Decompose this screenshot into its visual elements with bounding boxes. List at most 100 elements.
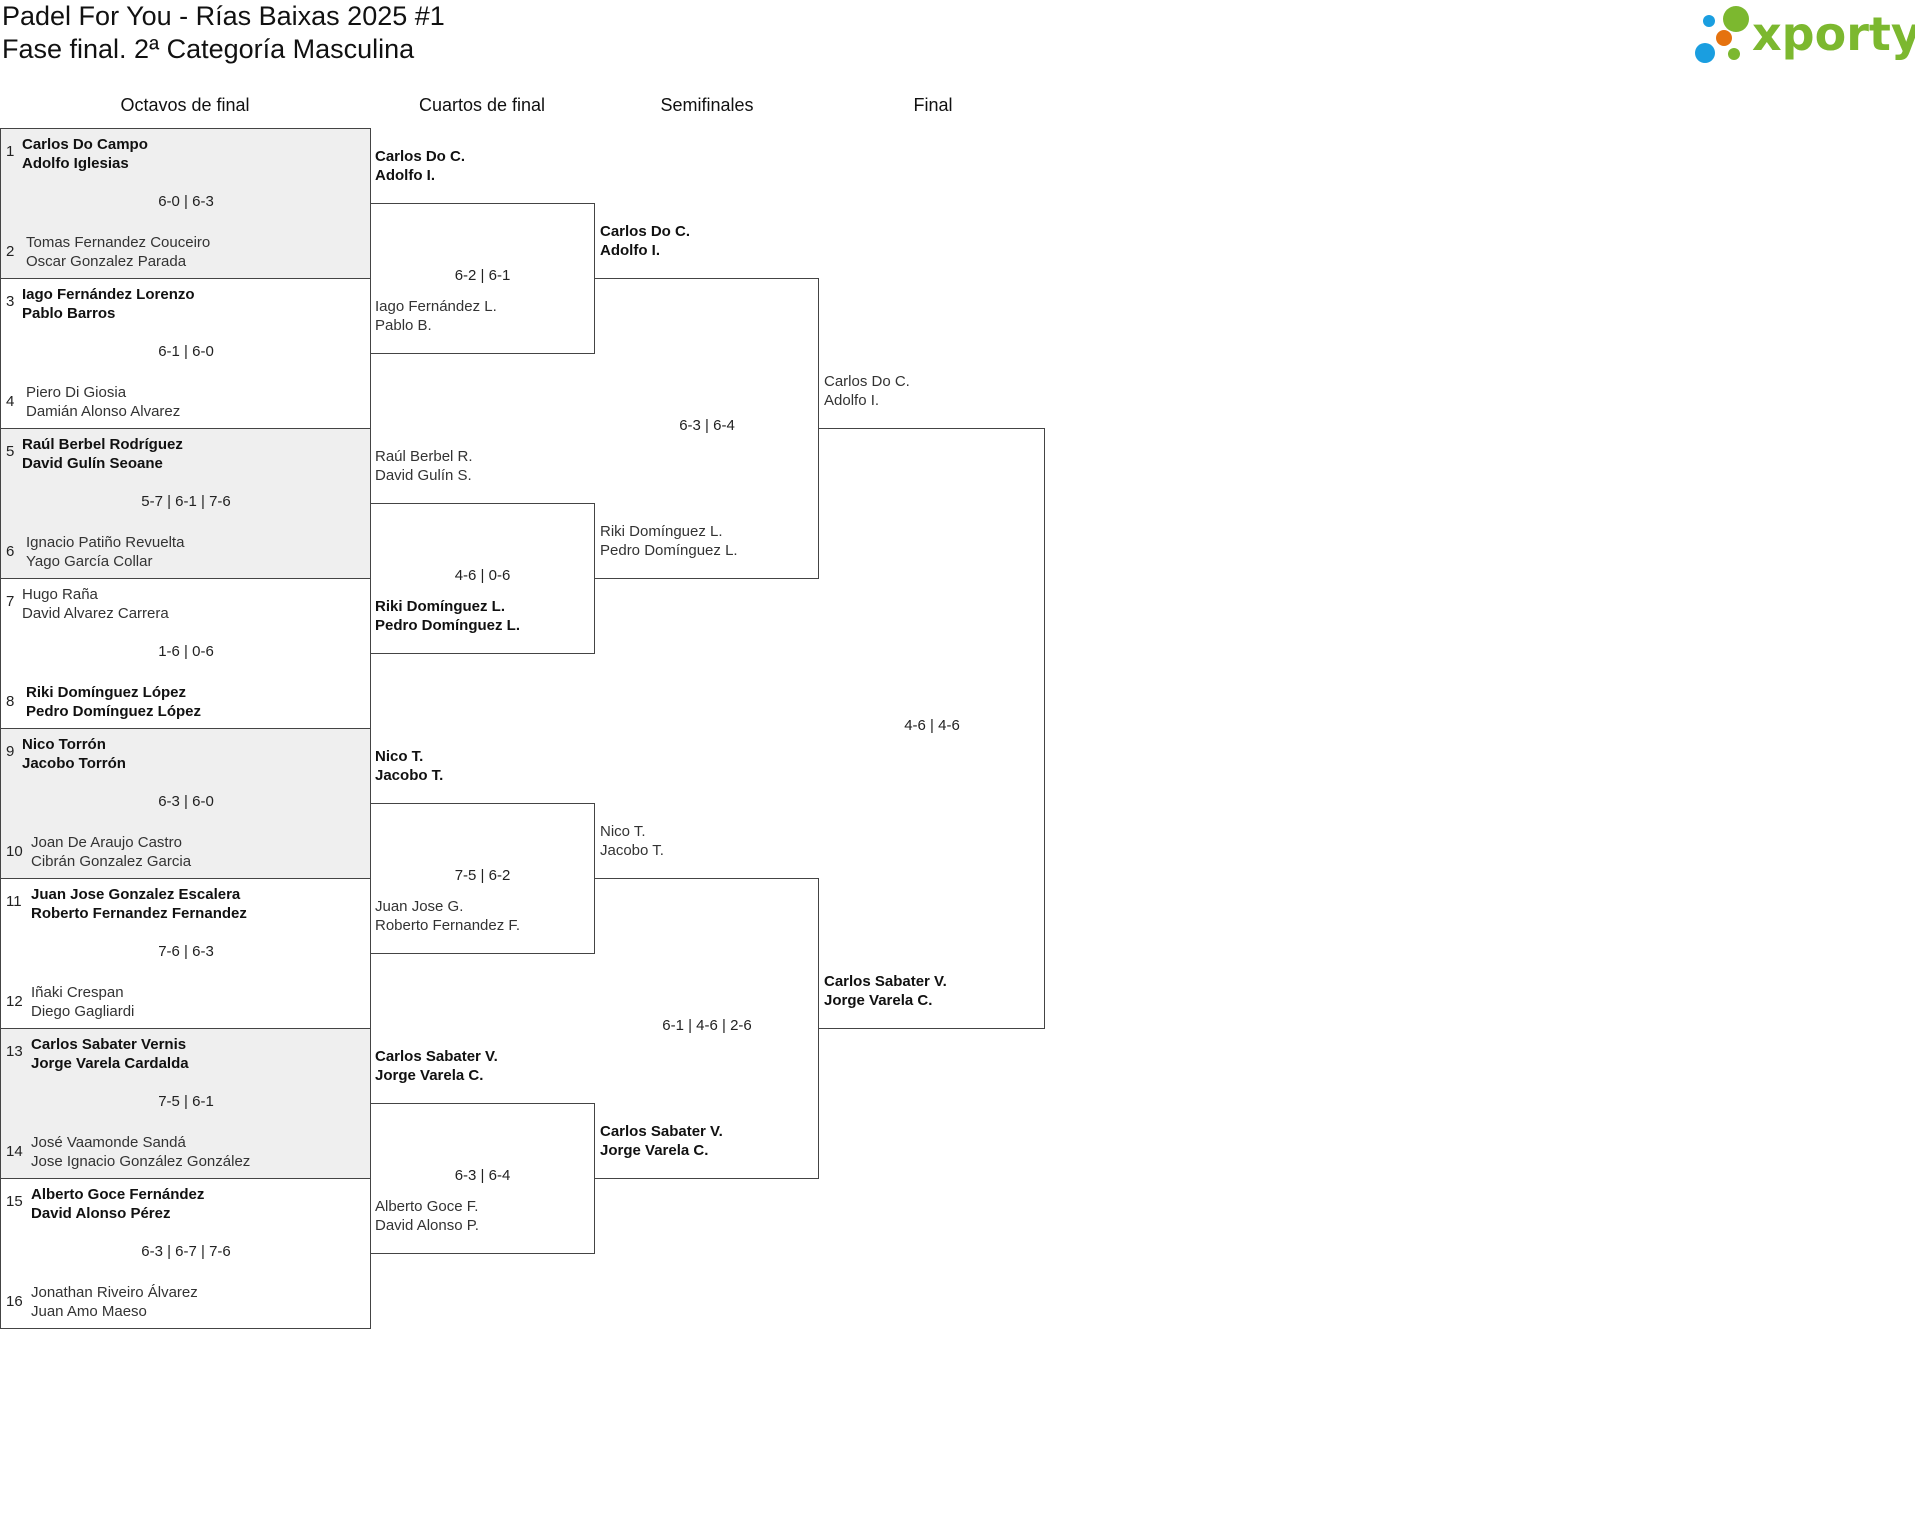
player-name: Nico T. (375, 748, 424, 765)
seed-number: 9 (6, 743, 15, 760)
player-name: Jorge Varela C. (600, 1142, 709, 1159)
team-names: Carlos Do C. Adolfo I. (824, 372, 910, 410)
player-name: David Alonso P. (375, 1217, 479, 1234)
seed-number: 16 (6, 1293, 23, 1310)
team-names: Carlos Do C. Adolfo I. (375, 147, 465, 185)
player-name: Adolfo I. (824, 392, 880, 409)
player-name: Oscar Gonzalez Parada (26, 253, 187, 270)
logo-dot-icon (1716, 30, 1732, 46)
player-name: Nico Torrón (22, 736, 106, 753)
player-name: Piero Di Giosia (26, 384, 127, 401)
player-name: Adolfo Iglesias (22, 155, 129, 172)
player-name: Ignacio Patiño Revuelta (26, 534, 185, 551)
player-name: David Alonso Pérez (31, 1205, 171, 1222)
seed-number: 8 (6, 693, 15, 710)
player-name: Riki Domínguez L. (375, 598, 506, 615)
seed-number: 3 (6, 293, 15, 310)
match-cuartos[interactable] (370, 803, 595, 954)
player-name: Carlos Sabater V. (375, 1048, 498, 1065)
player-name: Carlos Do C. (600, 223, 691, 240)
player-name: Iago Fernández L. (375, 298, 497, 315)
match-cuartos[interactable] (370, 503, 595, 654)
player-name: Pedro Domínguez López (26, 703, 202, 720)
match-octavos[interactable]: 1 Carlos Do Campo Adolfo Iglesias 6-0 | 6-3… (0, 128, 371, 279)
seed-number: 11 (6, 893, 22, 910)
match-score: 4-6 | 4-6 (904, 717, 960, 734)
player-name: Iñaki Crespan (31, 984, 124, 1001)
match-score: 1-6 | 0-6 (158, 643, 214, 660)
match-score: 4-6 | 0-6 (454, 567, 511, 584)
match-score: 6-3 | 6-0 (158, 793, 214, 810)
match-octavos[interactable]: 13 Carlos Sabater Vernis Jorge Varela Card… (0, 1028, 371, 1179)
seed-number: 7 (6, 593, 15, 610)
match-score: 7-5 | 6-1 (158, 1093, 214, 1110)
team-names: Nico Torrón Jacobo Torrón (22, 735, 126, 773)
player-name: Pablo B. (375, 317, 432, 334)
match-octavos[interactable]: 9 Nico Torrón Jacobo Torrón 6-3 | 6-0 10 Joan… (0, 728, 371, 879)
seed-number: 4 (6, 393, 15, 410)
match-octavos[interactable]: 7 Hugo Raña David Alvarez Carrera 1-6 | 0-6… (0, 578, 371, 729)
svg-text:xporty: xporty (1752, 7, 1915, 61)
seed-number: 15 (6, 1193, 23, 1210)
player-name: Roberto Fernandez Fernandez (31, 905, 247, 922)
team-names: Riki Domínguez López Pedro Domínguez Lópe… (26, 683, 201, 721)
player-name: Carlos Sabater V. (600, 1123, 723, 1140)
match-octavos[interactable]: 15 Alberto Goce Fernández David Alonso Pér… (0, 1178, 371, 1329)
match-semifinales[interactable] (595, 878, 819, 1179)
match-octavos[interactable]: 5 Raúl Berbel Rodríguez David Gulín Seoane… (0, 428, 371, 579)
seed-number: 12 (6, 993, 23, 1010)
player-name: Iago Fernández Lorenzo (22, 286, 195, 303)
round-header: Semifinales (660, 95, 754, 115)
logo-dot-icon (1695, 43, 1715, 63)
team-names: Carlos Sabater V. Jorge Varela C. (600, 1122, 723, 1160)
match-score: 6-3 | 6-4 (454, 1167, 511, 1184)
match-octavos[interactable]: 11 Juan Jose Gonzalez Escalera Roberto Fer… (0, 878, 371, 1029)
team-names: Ignacio Patiño Revuelta Yago García Colla… (26, 533, 184, 571)
match-score: 6-1 | 6-0 (158, 343, 214, 360)
player-name: Jacobo Torrón (22, 755, 126, 772)
player-name: Riki Domínguez López (26, 684, 187, 701)
match-score: 6-3 | 6-7 | 7-6 (141, 1243, 231, 1260)
team-names: Alberto Goce Fernández David Alonso Pérez (31, 1185, 204, 1223)
player-name: Cibrán Gonzalez Garcia (31, 853, 192, 870)
player-name: Pedro Domínguez L. (600, 542, 738, 559)
seed-number: 2 (6, 243, 15, 260)
team-names: Juan Jose Gonzalez Escalera Roberto Ferna… (31, 885, 247, 923)
player-name: Juan Jose G. (375, 898, 464, 915)
player-name: Hugo Raña (22, 586, 98, 603)
seed-number: 10 (6, 843, 23, 860)
player-name: José Vaamonde Sandá (31, 1134, 186, 1151)
seed-number: 14 (6, 1143, 23, 1160)
player-name: Alberto Goce F. (375, 1198, 479, 1215)
match-cuartos[interactable] (370, 203, 595, 354)
player-name: Nico T. (600, 823, 646, 840)
match-score: 6-1 | 4-6 | 2-6 (662, 1017, 752, 1034)
match-semifinales[interactable] (595, 278, 819, 579)
player-name: Pedro Domínguez L. (375, 617, 521, 634)
logo-dot-icon (1723, 6, 1749, 32)
team-names: Carlos Do Campo Adolfo Iglesias (22, 135, 148, 173)
team-names: Iago Fernández Lorenzo Pablo Barros (22, 285, 195, 323)
player-name: David Gulín Seoane (22, 455, 163, 472)
team-names: Piero Di Giosia Damián Alonso Alvarez (26, 383, 180, 421)
player-name: Jorge Varela Cardalda (31, 1055, 189, 1072)
xporty-logo[interactable]: xporty (1690, 4, 1920, 71)
match-final[interactable] (819, 428, 1045, 1029)
match-score: 6-0 | 6-3 (158, 193, 214, 210)
match-cuartos[interactable] (370, 1103, 595, 1254)
player-name: Roberto Fernandez F. (375, 917, 521, 934)
player-name: David Alvarez Carrera (22, 605, 169, 622)
phase-subtitle: Fase final. 2ª Categoría Masculina (2, 34, 415, 64)
player-name: Riki Domínguez L. (600, 523, 723, 540)
player-name: Carlos Do C. (824, 373, 910, 390)
match-score: 6-3 | 6-4 (679, 417, 735, 434)
team-names: Juan Jose G. Roberto Fernandez F. (375, 897, 520, 935)
player-name: Juan Amo Maeso (31, 1303, 147, 1320)
match-octavos[interactable]: 3 Iago Fernández Lorenzo Pablo Barros 6-1 |… (0, 278, 371, 429)
logo-dot-icon (1728, 48, 1740, 60)
player-name: Alberto Goce Fernández (31, 1186, 205, 1203)
team-names: Jonathan Riveiro Álvarez Juan Amo Maeso (31, 1283, 198, 1321)
team-names: Raúl Berbel Rodríguez David Gulín Seoane (22, 435, 183, 473)
team-names: José Vaamonde Sandá Jose Ignacio González… (31, 1133, 250, 1171)
team-names: Hugo Raña David Alvarez Carrera (22, 585, 169, 623)
